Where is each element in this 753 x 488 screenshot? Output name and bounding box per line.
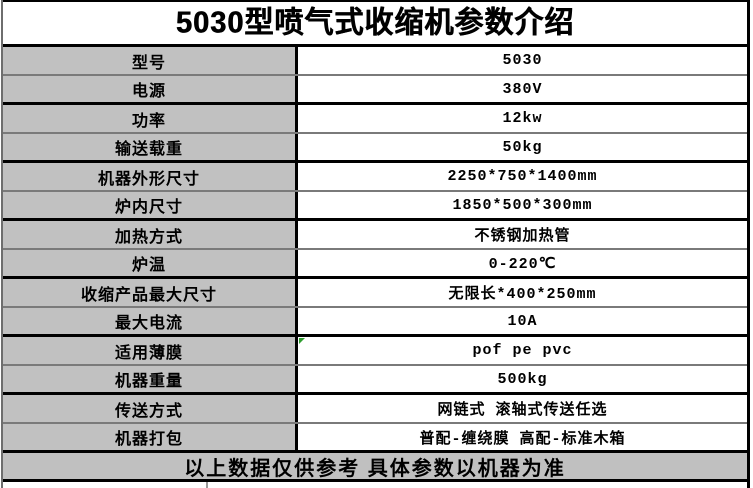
spec-label: 炉内尺寸 — [3, 192, 298, 218]
spec-value: 500kg — [298, 366, 747, 392]
table-title-row: 5030型喷气式收缩机参数介绍 — [3, 0, 747, 47]
footer-note: 以上数据仅供参考 具体参数以机器为准 — [3, 453, 747, 482]
table-row: 收缩产品最大尺寸 无限长*400*250mm — [3, 279, 747, 308]
spec-label: 最大电流 — [3, 308, 298, 334]
table-row: 型号 5030 — [3, 47, 747, 76]
table-row: 传送方式 网链式 滚轴式传送任选 — [3, 395, 747, 424]
table-row: 最大电流 10A — [3, 308, 747, 337]
spec-value: 380V — [298, 76, 747, 102]
table-row: 机器打包 普配-缠绕膜 高配-标准木箱 — [3, 424, 747, 453]
spec-label: 功率 — [3, 105, 298, 132]
spec-value: 50kg — [298, 134, 747, 160]
spec-label: 收缩产品最大尺寸 — [3, 279, 298, 306]
spec-value: 10A — [298, 308, 747, 334]
spec-label: 电源 — [3, 76, 298, 102]
spec-label: 机器外形尺寸 — [3, 163, 298, 190]
table-title: 5030型喷气式收缩机参数介绍 — [175, 5, 575, 40]
spec-value: 5030 — [298, 47, 747, 74]
spec-label: 机器打包 — [3, 424, 298, 450]
spec-label: 输送载重 — [3, 134, 298, 160]
table-row: 加热方式 不锈钢加热管 — [3, 221, 747, 250]
spec-value: 无限长*400*250mm — [298, 279, 747, 306]
table-row: 电源 380V — [3, 76, 747, 105]
spec-value: 2250*750*1400mm — [298, 163, 747, 190]
spec-label: 机器重量 — [3, 366, 298, 392]
spec-value: 普配-缠绕膜 高配-标准木箱 — [298, 424, 747, 450]
table-row: 机器外形尺寸 2250*750*1400mm — [3, 163, 747, 192]
gridline-stub — [206, 482, 208, 488]
spec-label: 型号 — [3, 47, 298, 74]
table-row: 炉内尺寸 1850*500*300mm — [3, 192, 747, 221]
sheet-bottom-strip — [3, 482, 747, 488]
spec-label: 炉温 — [3, 250, 298, 276]
spec-value: 12kw — [298, 105, 747, 132]
spec-value: 0-220℃ — [298, 250, 747, 276]
spec-value: 1850*500*300mm — [298, 192, 747, 218]
spec-grid: 型号 5030 电源 380V 功率 12kw 输送载重 50kg 机器外形尺寸… — [3, 47, 747, 453]
table-row: 适用薄膜 pof pe pvc — [3, 337, 747, 366]
table-row: 输送载重 50kg — [3, 134, 747, 163]
table-row: 功率 12kw — [3, 105, 747, 134]
spec-value: pof pe pvc — [298, 337, 747, 364]
spec-label: 加热方式 — [3, 221, 298, 248]
table-row: 炉温 0-220℃ — [3, 250, 747, 279]
spec-value: 不锈钢加热管 — [298, 221, 747, 248]
spec-label: 传送方式 — [3, 395, 298, 422]
comment-marker-icon — [299, 338, 305, 344]
spec-value: 网链式 滚轴式传送任选 — [298, 395, 747, 422]
spec-label: 适用薄膜 — [3, 337, 298, 364]
table-row: 机器重量 500kg — [3, 366, 747, 395]
